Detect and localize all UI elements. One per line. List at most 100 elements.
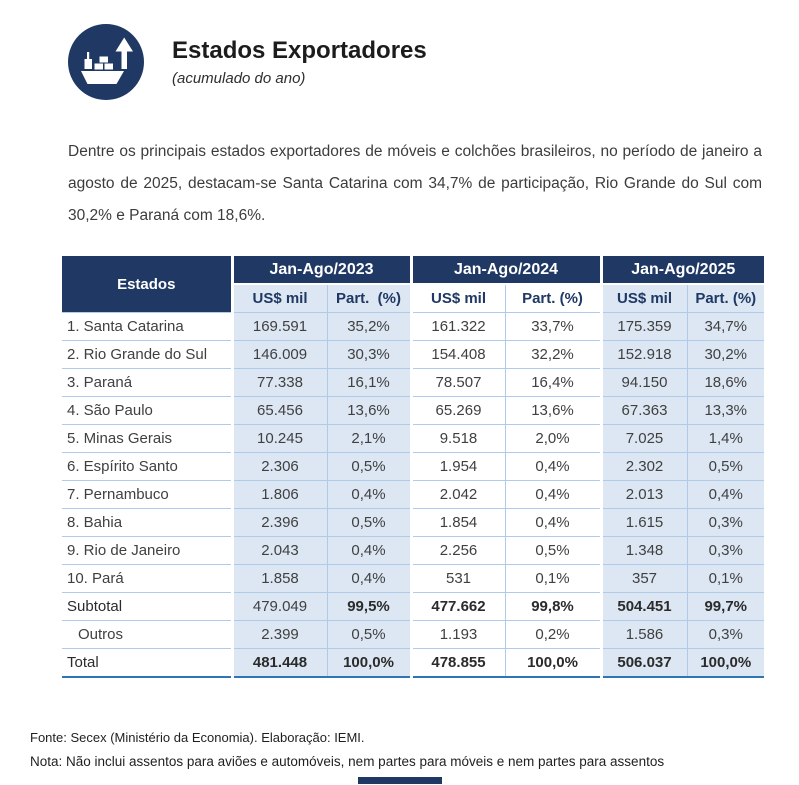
value-cell: 30,3% (326, 340, 411, 369)
row-label: Outros (62, 620, 232, 649)
value-cell: 1.586 (599, 620, 687, 649)
value-cell: 78.507 (409, 368, 505, 397)
column-header-part-2024: Part. (%) (504, 284, 601, 313)
value-cell: 99,8% (504, 592, 601, 621)
bottom-accent-bar (358, 777, 442, 784)
exports-table-wrap: Estados Jan-Ago/2023 Jan-Ago/2024 Jan-Ag… (62, 256, 799, 678)
row-label: 2. Rio Grande do Sul (62, 340, 232, 369)
value-cell: 0,4% (504, 452, 601, 481)
value-cell: 16,1% (326, 368, 411, 397)
table-row: 8. Bahia 2.396 0,5% 1.854 0,4% 1.615 0,3% (62, 508, 764, 537)
value-cell: 0,5% (326, 620, 411, 649)
value-cell: 94.150 (599, 368, 687, 397)
value-cell: 531 (409, 564, 505, 593)
row-label: 5. Minas Gerais (62, 424, 232, 453)
column-header-year-2023: Jan-Ago/2023 (230, 256, 411, 285)
value-cell: 13,3% (686, 396, 764, 425)
column-header-year-2025: Jan-Ago/2025 (599, 256, 764, 285)
table-row: 7. Pernambuco 1.806 0,4% 2.042 0,4% 2.013 0,4% (62, 480, 764, 509)
value-cell: 0,5% (326, 452, 411, 481)
row-label: 10. Pará (62, 564, 232, 593)
value-cell: 0,3% (686, 508, 764, 537)
value-cell: 481.448 (230, 648, 327, 678)
value-cell: 479.049 (230, 592, 327, 621)
title-block: Estados Exportadores (acumulado do ano) (172, 37, 427, 87)
table-row: 1. Santa Catarina 169.591 35,2% 161.322 33,7… (62, 312, 764, 341)
value-cell: 357 (599, 564, 687, 593)
value-cell: 2.256 (409, 536, 505, 565)
value-cell: 65.269 (409, 396, 505, 425)
page-footer: Fonte: Secex (Ministério da Economia). E… (30, 730, 799, 769)
value-cell: 0,1% (504, 564, 601, 593)
row-label: Subtotal (62, 592, 232, 621)
column-header-estados: Estados (62, 256, 232, 313)
value-cell: 0,4% (504, 508, 601, 537)
intro-paragraph: Dentre os principais estados exportadore… (68, 143, 762, 224)
value-cell: 1.193 (409, 620, 505, 649)
row-label: 4. São Paulo (62, 396, 232, 425)
value-cell: 2.396 (230, 508, 327, 537)
value-cell: 478.855 (409, 648, 505, 678)
page-subtitle: (acumulado do ano) (172, 69, 306, 87)
value-cell: 2,1% (326, 424, 411, 453)
table-row: 2. Rio Grande do Sul 146.009 30,3% 154.408 3… (62, 340, 764, 369)
value-cell: 100,0% (504, 648, 601, 678)
row-label: 8. Bahia (62, 508, 232, 537)
table-row: 5. Minas Gerais 10.245 2,1% 9.518 2,0% 7.025 1… (62, 424, 764, 453)
metric-header-row: US$ mil Part. (%) US$ mil Part. (%) US$ … (62, 284, 764, 313)
value-cell: 169.591 (230, 312, 327, 341)
ship-export-icon (68, 24, 144, 100)
value-cell: 146.009 (230, 340, 327, 369)
value-cell: 2,0% (504, 424, 601, 453)
exports-table: Estados Jan-Ago/2023 Jan-Ago/2024 Jan-Ag… (62, 256, 764, 678)
row-label: Total (62, 648, 232, 678)
page-title: Estados Exportadores (172, 37, 427, 65)
value-cell: 99,5% (326, 592, 411, 621)
value-cell: 0,4% (326, 480, 411, 509)
value-cell: 77.338 (230, 368, 327, 397)
table-row: 3. Paraná 77.338 16,1% 78.507 16,4% 94.150 18,… (62, 368, 764, 397)
value-cell: 99,7% (686, 592, 764, 621)
value-cell: 477.662 (409, 592, 505, 621)
column-header-usd-2023: US$ mil (230, 284, 327, 313)
value-cell: 30,2% (686, 340, 764, 369)
value-cell: 2.013 (599, 480, 687, 509)
value-cell: 504.451 (599, 592, 687, 621)
row-label: 7. Pernambuco (62, 480, 232, 509)
value-cell: 154.408 (409, 340, 505, 369)
column-header-year-2024: Jan-Ago/2024 (409, 256, 601, 285)
value-cell: 65.456 (230, 396, 327, 425)
row-label: 6. Espírito Santo (62, 452, 232, 481)
row-label: 3. Paraná (62, 368, 232, 397)
value-cell: 33,7% (504, 312, 601, 341)
value-cell: 35,2% (326, 312, 411, 341)
value-cell: 1.858 (230, 564, 327, 593)
table-row: Subtotal 479.049 99,5% 477.662 99,8% 504.451 9… (62, 592, 764, 621)
value-cell: 1.854 (409, 508, 505, 537)
value-cell: 9.518 (409, 424, 505, 453)
row-label: 1. Santa Catarina (62, 312, 232, 341)
value-cell: 506.037 (599, 648, 687, 678)
value-cell: 0,4% (686, 480, 764, 509)
value-cell: 100,0% (326, 648, 411, 678)
table-row: 9. Rio de Janeiro 2.043 0,4% 2.256 0,5% 1.348… (62, 536, 764, 565)
value-cell: 1.806 (230, 480, 327, 509)
source-note: Fonte: Secex (Ministério da Economia). E… (30, 730, 365, 745)
table-body: 1. Santa Catarina 169.591 35,2% 161.322 33,7… (62, 312, 764, 678)
value-cell: 175.359 (599, 312, 687, 341)
value-cell: 0,5% (326, 508, 411, 537)
value-cell: 161.322 (409, 312, 505, 341)
row-label: 9. Rio de Janeiro (62, 536, 232, 565)
value-cell: 0,5% (504, 536, 601, 565)
value-cell: 1.954 (409, 452, 505, 481)
column-header-part-2025: Part. (%) (686, 284, 764, 313)
value-cell: 16,4% (504, 368, 601, 397)
value-cell: 2.042 (409, 480, 505, 509)
value-cell: 2.043 (230, 536, 327, 565)
value-cell: 2.306 (230, 452, 327, 481)
value-cell: 0,4% (504, 480, 601, 509)
value-cell: 34,7% (686, 312, 764, 341)
value-cell: 0,1% (686, 564, 764, 593)
table-row: 4. São Paulo 65.456 13,6% 65.269 13,6% 67.363… (62, 396, 764, 425)
table-row: Total 481.448 100,0% 478.855 100,0% 506.037 10… (62, 648, 764, 678)
